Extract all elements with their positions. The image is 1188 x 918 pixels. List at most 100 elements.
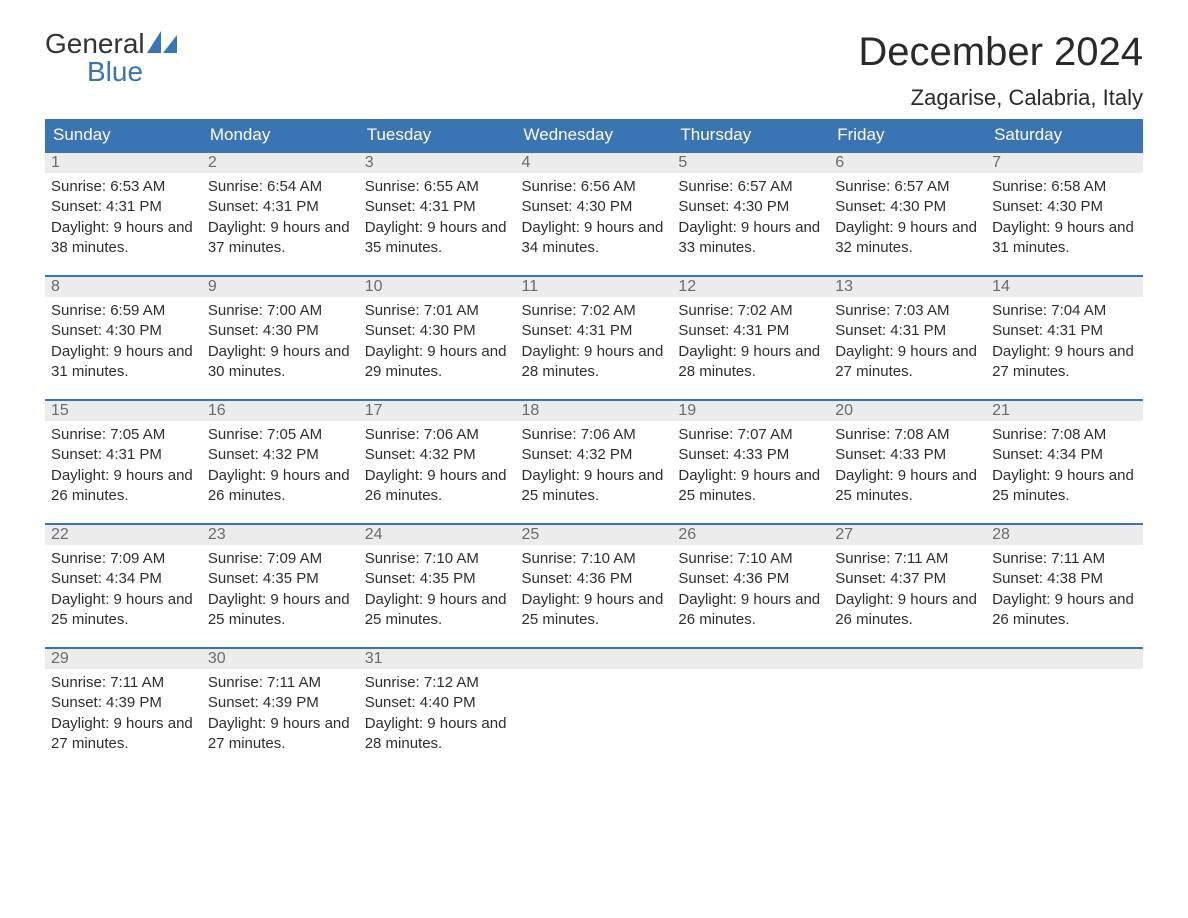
day-details: Sunrise: 6:55 AMSunset: 4:31 PMDaylight:… xyxy=(359,173,516,266)
day-details: Sunrise: 7:07 AMSunset: 4:33 PMDaylight:… xyxy=(672,421,829,514)
daylight-line: Daylight: 9 hours and 26 minutes. xyxy=(208,466,353,507)
daylight-line: Daylight: 9 hours and 29 minutes. xyxy=(365,342,510,383)
day-details: Sunrise: 7:00 AMSunset: 4:30 PMDaylight:… xyxy=(202,297,359,390)
calendar-row: 1Sunrise: 6:53 AMSunset: 4:31 PMDaylight… xyxy=(45,151,1143,275)
day-details: Sunrise: 7:09 AMSunset: 4:35 PMDaylight:… xyxy=(202,545,359,638)
day-cell: 5Sunrise: 6:57 AMSunset: 4:30 PMDaylight… xyxy=(672,151,829,275)
day-details: Sunrise: 6:58 AMSunset: 4:30 PMDaylight:… xyxy=(986,173,1143,266)
day-cell: 24Sunrise: 7:10 AMSunset: 4:35 PMDayligh… xyxy=(359,523,516,647)
day-cell: 16Sunrise: 7:05 AMSunset: 4:32 PMDayligh… xyxy=(202,399,359,523)
weekday-header-row: Sunday Monday Tuesday Wednesday Thursday… xyxy=(45,119,1143,151)
empty-daynum-row xyxy=(829,647,986,669)
daylight-line: Daylight: 9 hours and 27 minutes. xyxy=(992,342,1137,383)
sunset-line: Sunset: 4:31 PM xyxy=(208,197,353,217)
daylight-line: Daylight: 9 hours and 25 minutes. xyxy=(992,466,1137,507)
sunset-line: Sunset: 4:30 PM xyxy=(522,197,667,217)
empty-daynum-row xyxy=(672,647,829,669)
day-details: Sunrise: 6:53 AMSunset: 4:31 PMDaylight:… xyxy=(45,173,202,266)
daylight-line: Daylight: 9 hours and 31 minutes. xyxy=(51,342,196,383)
sunset-line: Sunset: 4:34 PM xyxy=(51,569,196,589)
sunrise-line: Sunrise: 7:02 AM xyxy=(522,301,667,321)
daylight-line: Daylight: 9 hours and 25 minutes. xyxy=(208,590,353,631)
day-cell: 29Sunrise: 7:11 AMSunset: 4:39 PMDayligh… xyxy=(45,647,202,771)
day-cell: 4Sunrise: 6:56 AMSunset: 4:30 PMDaylight… xyxy=(516,151,673,275)
day-cell: 26Sunrise: 7:10 AMSunset: 4:36 PMDayligh… xyxy=(672,523,829,647)
empty-cell xyxy=(516,647,673,771)
sunrise-line: Sunrise: 6:54 AM xyxy=(208,177,353,197)
sunset-line: Sunset: 4:30 PM xyxy=(835,197,980,217)
daylight-line: Daylight: 9 hours and 32 minutes. xyxy=(835,218,980,259)
sunrise-line: Sunrise: 6:56 AM xyxy=(522,177,667,197)
day-number: 13 xyxy=(829,275,986,297)
calendar-body: 1Sunrise: 6:53 AMSunset: 4:31 PMDaylight… xyxy=(45,151,1143,771)
day-details: Sunrise: 6:59 AMSunset: 4:30 PMDaylight:… xyxy=(45,297,202,390)
day-details: Sunrise: 7:01 AMSunset: 4:30 PMDaylight:… xyxy=(359,297,516,390)
day-number: 3 xyxy=(359,151,516,173)
daylight-line: Daylight: 9 hours and 25 minutes. xyxy=(522,590,667,631)
day-number: 6 xyxy=(829,151,986,173)
sunrise-line: Sunrise: 7:09 AM xyxy=(51,549,196,569)
day-cell: 12Sunrise: 7:02 AMSunset: 4:31 PMDayligh… xyxy=(672,275,829,399)
sunset-line: Sunset: 4:33 PM xyxy=(835,445,980,465)
day-number: 20 xyxy=(829,399,986,421)
day-details: Sunrise: 7:06 AMSunset: 4:32 PMDaylight:… xyxy=(516,421,673,514)
sunrise-line: Sunrise: 6:53 AM xyxy=(51,177,196,197)
day-number: 30 xyxy=(202,647,359,669)
day-details: Sunrise: 6:54 AMSunset: 4:31 PMDaylight:… xyxy=(202,173,359,266)
sunrise-line: Sunrise: 7:10 AM xyxy=(522,549,667,569)
day-number: 5 xyxy=(672,151,829,173)
day-cell: 14Sunrise: 7:04 AMSunset: 4:31 PMDayligh… xyxy=(986,275,1143,399)
day-number: 17 xyxy=(359,399,516,421)
day-number: 7 xyxy=(986,151,1143,173)
daylight-line: Daylight: 9 hours and 25 minutes. xyxy=(365,590,510,631)
day-number: 9 xyxy=(202,275,359,297)
day-number: 22 xyxy=(45,523,202,545)
day-number: 8 xyxy=(45,275,202,297)
logo: General Blue xyxy=(45,30,177,86)
calendar-row: 8Sunrise: 6:59 AMSunset: 4:30 PMDaylight… xyxy=(45,275,1143,399)
day-number: 21 xyxy=(986,399,1143,421)
sunset-line: Sunset: 4:35 PM xyxy=(208,569,353,589)
sunrise-line: Sunrise: 7:11 AM xyxy=(208,673,353,693)
empty-cell xyxy=(672,647,829,771)
logo-sail-icon xyxy=(147,30,177,58)
logo-text-general: General xyxy=(45,30,145,58)
header: General Blue December 2024 Zagarise, Cal… xyxy=(45,30,1143,111)
weekday-header: Sunday xyxy=(45,119,202,151)
sunset-line: Sunset: 4:31 PM xyxy=(51,445,196,465)
day-cell: 17Sunrise: 7:06 AMSunset: 4:32 PMDayligh… xyxy=(359,399,516,523)
empty-cell xyxy=(829,647,986,771)
daylight-line: Daylight: 9 hours and 25 minutes. xyxy=(522,466,667,507)
day-number: 11 xyxy=(516,275,673,297)
sunrise-line: Sunrise: 6:57 AM xyxy=(835,177,980,197)
sunset-line: Sunset: 4:30 PM xyxy=(678,197,823,217)
day-number: 19 xyxy=(672,399,829,421)
sunrise-line: Sunrise: 7:12 AM xyxy=(365,673,510,693)
sunset-line: Sunset: 4:36 PM xyxy=(522,569,667,589)
title-block: December 2024 Zagarise, Calabria, Italy xyxy=(858,30,1143,111)
sunrise-line: Sunrise: 7:04 AM xyxy=(992,301,1137,321)
sunset-line: Sunset: 4:30 PM xyxy=(365,321,510,341)
weekday-header: Saturday xyxy=(986,119,1143,151)
day-number: 18 xyxy=(516,399,673,421)
day-cell: 9Sunrise: 7:00 AMSunset: 4:30 PMDaylight… xyxy=(202,275,359,399)
sunrise-line: Sunrise: 7:01 AM xyxy=(365,301,510,321)
empty-cell xyxy=(986,647,1143,771)
sunrise-line: Sunrise: 6:55 AM xyxy=(365,177,510,197)
weekday-header: Monday xyxy=(202,119,359,151)
day-details: Sunrise: 7:11 AMSunset: 4:37 PMDaylight:… xyxy=(829,545,986,638)
location: Zagarise, Calabria, Italy xyxy=(858,85,1143,111)
daylight-line: Daylight: 9 hours and 35 minutes. xyxy=(365,218,510,259)
sunrise-line: Sunrise: 7:10 AM xyxy=(678,549,823,569)
day-cell: 30Sunrise: 7:11 AMSunset: 4:39 PMDayligh… xyxy=(202,647,359,771)
day-number: 31 xyxy=(359,647,516,669)
sunset-line: Sunset: 4:37 PM xyxy=(835,569,980,589)
month-title: December 2024 xyxy=(858,30,1143,75)
day-details: Sunrise: 7:05 AMSunset: 4:32 PMDaylight:… xyxy=(202,421,359,514)
sunset-line: Sunset: 4:33 PM xyxy=(678,445,823,465)
day-cell: 10Sunrise: 7:01 AMSunset: 4:30 PMDayligh… xyxy=(359,275,516,399)
sunset-line: Sunset: 4:39 PM xyxy=(51,693,196,713)
day-number: 24 xyxy=(359,523,516,545)
daylight-line: Daylight: 9 hours and 37 minutes. xyxy=(208,218,353,259)
day-cell: 27Sunrise: 7:11 AMSunset: 4:37 PMDayligh… xyxy=(829,523,986,647)
